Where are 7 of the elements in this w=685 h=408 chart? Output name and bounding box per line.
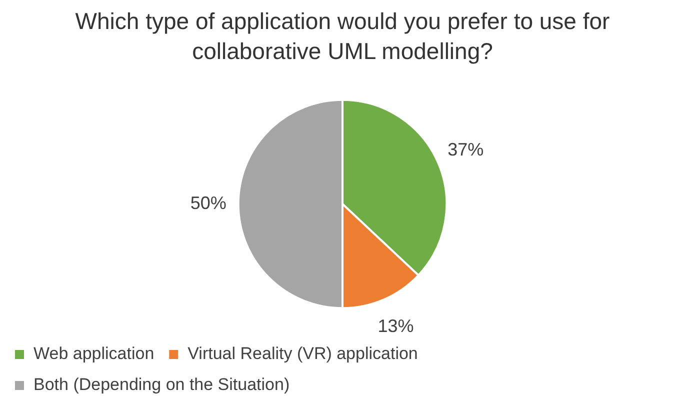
data-label: 37% xyxy=(448,140,484,160)
data-label: 13% xyxy=(378,316,414,336)
legend-label: Both (Depending on the Situation) xyxy=(34,375,290,394)
chart-title: Which type of application would you prefer to use for collaborative UML modelling? xyxy=(74,7,611,66)
legend-label: Virtual Reality (VR) application xyxy=(188,344,418,364)
legend-label: Web application xyxy=(34,344,154,364)
data-label: 50% xyxy=(190,192,226,213)
